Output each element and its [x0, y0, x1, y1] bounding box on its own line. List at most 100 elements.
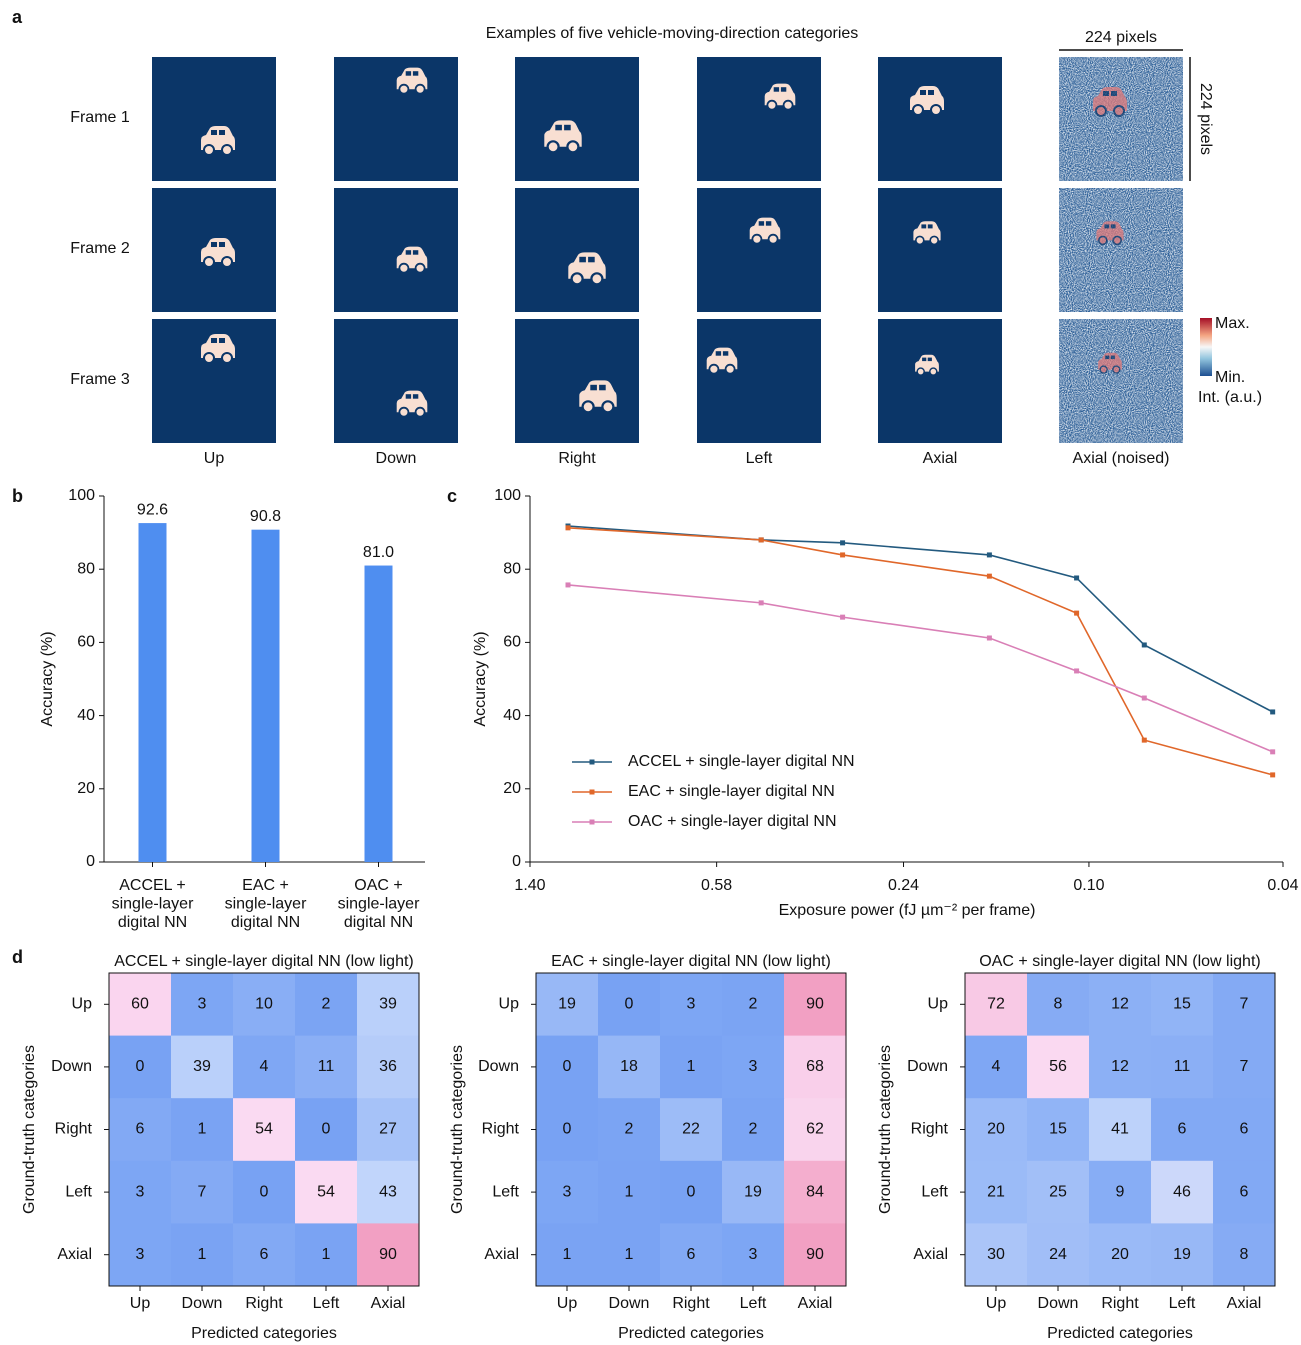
- image-tile: [515, 188, 639, 312]
- y-axis-title: Ground-truth categories: [21, 1045, 38, 1214]
- vehicle-body: [201, 334, 235, 358]
- cell-label: 21: [987, 1183, 1005, 1200]
- vehicle-window: [219, 338, 225, 343]
- legend-label: EAC + single-layer digital NN: [628, 783, 835, 800]
- vehicle-window: [412, 250, 419, 255]
- noise: [1059, 57, 1183, 181]
- heatmap-cell: [598, 1035, 661, 1099]
- vehicle-window: [219, 130, 225, 135]
- cell-label: 11: [318, 1058, 335, 1075]
- cell-label: 62: [806, 1121, 824, 1138]
- vehicle-wheel: [1095, 105, 1107, 117]
- heatmap-cell: [1089, 1098, 1152, 1162]
- column-label: Up: [204, 450, 225, 467]
- y-tick-label: Left: [492, 1183, 519, 1200]
- heatmap-cell: [1027, 1035, 1090, 1099]
- marker: [840, 540, 846, 546]
- heatmap-cell: [784, 1160, 847, 1224]
- image-tile: [152, 57, 276, 181]
- vehicle-window: [927, 224, 933, 229]
- vehicle-wheel: [912, 104, 924, 116]
- heatmap-cell: [1213, 1035, 1276, 1099]
- vehicle-wheel: [414, 406, 426, 418]
- x-tick-label: Axial: [798, 1295, 833, 1312]
- heatmap-cell: [722, 1035, 785, 1099]
- cell-label: 12: [1111, 1058, 1129, 1075]
- vehicle-icon: [706, 347, 738, 375]
- vehicle-wheel: [203, 144, 215, 156]
- x-axis-title: Predicted categories: [191, 1325, 337, 1342]
- vehicle-wheel: [414, 262, 426, 274]
- cell-label: 39: [379, 996, 397, 1013]
- marker: [1141, 695, 1147, 701]
- row-label: Frame 2: [70, 240, 130, 257]
- vehicle-window: [922, 357, 927, 362]
- vehicle-body: [568, 252, 606, 279]
- vehicle-window: [412, 71, 419, 76]
- marker: [1270, 709, 1276, 715]
- vehicle-wheel: [581, 400, 595, 414]
- heatmap-cell: [295, 1098, 358, 1162]
- y-tick-label: 100: [494, 487, 521, 504]
- vehicle-icon: [396, 246, 428, 274]
- heatmap-cell: [598, 1098, 661, 1162]
- vehicle-window: [590, 384, 597, 391]
- scale-label: 224 pixels: [1085, 29, 1157, 46]
- heatmap-cell: [965, 1098, 1028, 1162]
- vehicle-wheel: [203, 256, 215, 268]
- cell-label: 27: [379, 1121, 397, 1138]
- y-axis-title: Accuracy (%): [472, 631, 489, 726]
- vehicle-body: [396, 390, 428, 413]
- heatmap-cell: [357, 973, 420, 1037]
- heatmap-cell: [233, 1160, 296, 1224]
- heatmap-cell: [1089, 1035, 1152, 1099]
- x-tick-label: 1.40: [514, 877, 545, 894]
- heatmap-cell: [1151, 1223, 1214, 1287]
- heatmap-cell: [965, 1035, 1028, 1099]
- vehicle-window: [579, 256, 586, 263]
- y-tick-label: 0: [512, 853, 521, 870]
- heatmap-cell: [1151, 1160, 1214, 1224]
- heatmap-cell: [784, 1098, 847, 1162]
- line-series: [567, 584, 1273, 753]
- heatmap-cell: [965, 973, 1028, 1037]
- heatmap-cell: [722, 973, 785, 1037]
- vehicle-wheel: [766, 99, 778, 111]
- noise: [1059, 188, 1183, 312]
- vehicle-body: [396, 246, 428, 269]
- heatmap-cell: [171, 1160, 234, 1224]
- marker: [758, 537, 764, 543]
- heatmap-cell: [295, 1223, 358, 1287]
- vehicle-window: [722, 351, 729, 356]
- legend-marker: [589, 819, 595, 825]
- x-tick-label: single-layer: [338, 896, 420, 913]
- vehicle-window: [765, 221, 772, 226]
- cell-label: 90: [806, 1246, 824, 1263]
- cell-label: 6: [1240, 1183, 1249, 1200]
- heatmap-title: ACCEL + single-layer digital NN (low lig…: [114, 953, 414, 970]
- cell-label: 19: [744, 1183, 762, 1200]
- vehicle-window: [1104, 224, 1110, 229]
- vehicle-window: [928, 90, 934, 95]
- vehicle-body: [201, 126, 235, 150]
- vehicle-wheel: [221, 352, 233, 364]
- vehicle-window: [1105, 355, 1110, 360]
- vehicle-window: [715, 351, 722, 356]
- vehicle-wheel: [930, 104, 942, 116]
- vehicle-window: [1111, 91, 1117, 96]
- heatmap-cell: [1027, 1223, 1090, 1287]
- cell-label: 12: [1111, 996, 1129, 1013]
- heatmap-cell: [784, 973, 847, 1037]
- cell-label: 6: [1178, 1121, 1187, 1138]
- heatmap-cell: [109, 973, 172, 1037]
- marker: [1074, 575, 1080, 581]
- heatmap-cell: [598, 973, 661, 1037]
- vehicle-body: [764, 83, 796, 106]
- vehicle-wheel: [570, 272, 584, 286]
- heatmap-cell: [784, 1223, 847, 1287]
- image-tile: [697, 319, 821, 443]
- y-tick-label: Axial: [57, 1246, 92, 1263]
- cell-label: 30: [987, 1246, 1005, 1263]
- vehicle-body: [1093, 87, 1127, 111]
- heatmap-cell: [295, 973, 358, 1037]
